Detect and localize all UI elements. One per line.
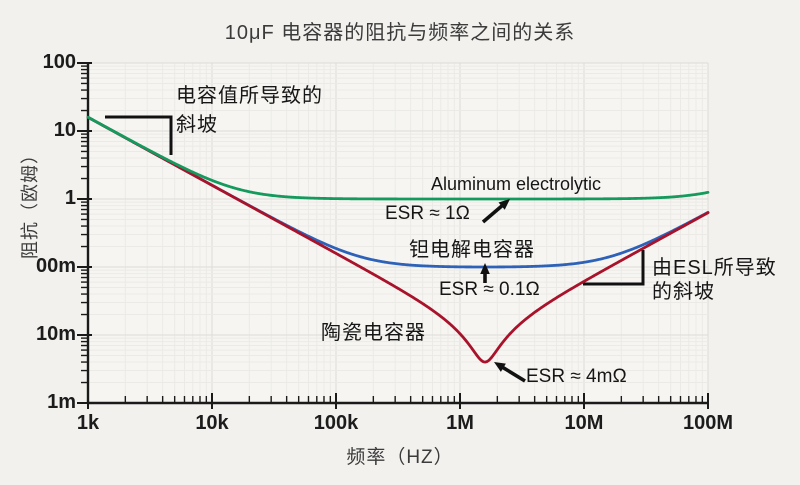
x-tick-label: 10M (564, 412, 604, 434)
arrow-esr-ceramic-head (494, 362, 506, 372)
series-label-aluminum-electrolytic: Aluminum electrolytic (431, 174, 602, 194)
series-label-tantalum: 钽电解电容器 (409, 239, 535, 261)
annotation-esl-slope: 由ESL所导致 的斜坡 (652, 256, 777, 304)
annotation-esr-tantalum: ESR ≈ 0.1Ω (439, 279, 540, 300)
annotation-capacitance-slope: 电容值所导致的 斜坡 (176, 82, 323, 140)
arrow-esr-ceramic (499, 364, 526, 383)
x-axis-title: 频率（HZ） (346, 447, 454, 468)
annotation-esr-aluminum: ESR ≈ 1Ω (385, 203, 470, 224)
curve-ceramic (86, 115, 710, 364)
chart-title: 10μF 电容器的阻抗与频率之间的关系 (224, 22, 576, 44)
annotation-esr-ceramic: ESR ≈ 4mΩ (526, 366, 627, 387)
x-tick-label: 1k (76, 412, 100, 434)
y-tick-label: 10m (35, 323, 76, 345)
x-tick-label: 100M (682, 412, 734, 434)
annotation-esl-slope-line1: 由ESL所导致 (652, 257, 777, 279)
series-label-ceramic: 陶瓷电容器 (321, 322, 426, 344)
annotation-esl-slope-line2: 的斜坡 (652, 281, 715, 303)
plot-area (88, 63, 708, 403)
x-tick-label: 10k (195, 412, 229, 434)
annotation-capacitance-slope-line1: 电容值所导致的 (176, 85, 323, 107)
arrow-esr-aluminum (481, 202, 506, 224)
y-tick-label: 100 (42, 51, 76, 73)
arrow-esr-aluminum-head (498, 199, 510, 210)
annotation-capacitance-slope-line2: 斜坡 (176, 114, 218, 136)
x-tick-label: 1M (446, 412, 474, 434)
y-tick-label: 00m (35, 255, 76, 277)
y-tick-label: 1m (47, 391, 76, 413)
y-tick-label: 10 (53, 119, 76, 141)
arrow-esr-tantalum-head (480, 263, 490, 274)
x-tick-label: 100k (313, 412, 359, 434)
capacitance-slope-bracket (105, 115, 173, 155)
curve-aluminum (86, 115, 710, 201)
esl-slope-bracket (583, 250, 645, 286)
y-tick-label: 1 (64, 187, 76, 209)
